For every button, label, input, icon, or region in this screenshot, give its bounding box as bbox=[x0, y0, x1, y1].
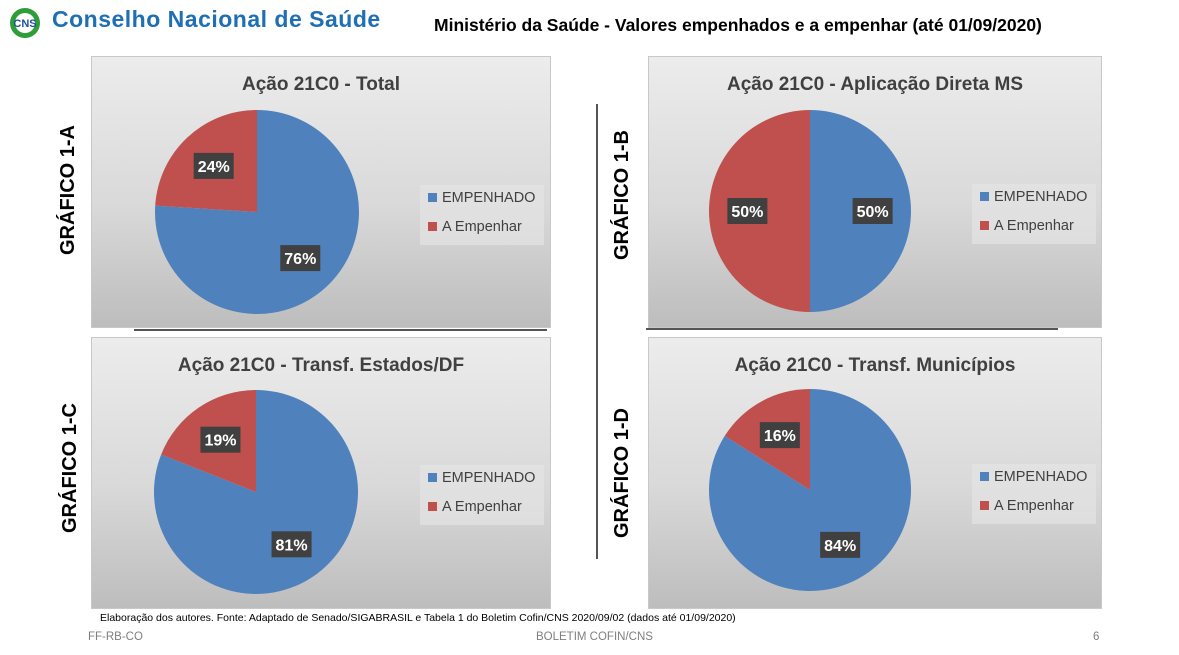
data-label: 76% bbox=[284, 251, 316, 268]
data-label-bg bbox=[193, 152, 234, 179]
data-label: 84% bbox=[824, 538, 856, 555]
legend-swatch bbox=[428, 473, 437, 482]
legend-swatch bbox=[980, 221, 989, 230]
page-number: 6 bbox=[1093, 631, 1100, 643]
data-label-bg bbox=[820, 531, 861, 558]
legend-label: A Empenhar bbox=[994, 218, 1074, 234]
side-label-1c: GRÁFICO 1-C bbox=[59, 403, 81, 533]
legend-swatch bbox=[428, 222, 437, 231]
chart-title: Ação 21C0 - Aplicação Direta MS bbox=[727, 74, 1023, 95]
data-label-bg bbox=[271, 531, 312, 558]
side-label-1b: GRÁFICO 1-B bbox=[611, 130, 633, 260]
legend-label: EMPENHADO bbox=[442, 470, 535, 486]
legend-swatch bbox=[428, 193, 437, 202]
divider-vertical bbox=[596, 104, 598, 559]
side-label-1a: GRÁFICO 1-A bbox=[57, 125, 79, 255]
data-label: 81% bbox=[276, 537, 308, 554]
legend-label: EMPENHADO bbox=[994, 189, 1087, 205]
legend-swatch bbox=[428, 502, 437, 511]
pie-chart-svg: Ação 21C0 - Transf. Municípios 84% 16% EMPE… bbox=[709, 355, 1096, 591]
data-label-bg bbox=[280, 245, 321, 272]
legend-swatch bbox=[980, 192, 989, 201]
legend-label: A Empenhar bbox=[994, 498, 1074, 514]
side-label-1d: GRÁFICO 1-D bbox=[611, 408, 633, 538]
pie-chart-svg: Ação 21C0 - Transf. Estados/DF 81% 19% EMPE… bbox=[153, 355, 544, 594]
data-label-bg bbox=[727, 198, 768, 224]
legend-label: A Empenhar bbox=[442, 499, 522, 515]
pie-chart-svg: Ação 21C0 - Total 76% 24% EMPENHADO A Empenh… bbox=[155, 74, 544, 314]
chart-panel-1b: Ação 21C0 - Aplicação Direta MS 50% 50% EMP… bbox=[648, 56, 1102, 328]
data-label: 50% bbox=[731, 204, 763, 221]
source-note: Elaboração dos autores. Fonte: Adaptado … bbox=[100, 612, 736, 624]
data-label: 50% bbox=[857, 204, 889, 221]
header: CNS Conselho Nacional de Saúde Ministéri… bbox=[0, 0, 1179, 44]
logo-text: CNS bbox=[13, 18, 36, 30]
legend-label: EMPENHADO bbox=[994, 469, 1087, 485]
divider-left bbox=[134, 329, 547, 331]
legend-swatch bbox=[980, 501, 989, 510]
legend-swatch bbox=[980, 472, 989, 481]
chart-panel-1a: Ação 21C0 - Total 76% 24% EMPENHADO A Empenh… bbox=[91, 56, 551, 328]
legend-box bbox=[972, 464, 1096, 524]
page-title: Ministério da Saúde - Valores empenhados… bbox=[434, 15, 1042, 35]
cns-logo: CNS bbox=[10, 8, 40, 38]
data-label: 24% bbox=[198, 159, 230, 176]
legend-box bbox=[420, 185, 544, 245]
footer-center: BOLETIM COFIN/CNS bbox=[536, 631, 653, 643]
legend-box bbox=[972, 184, 1096, 244]
divider-right bbox=[646, 328, 1058, 330]
chart-title: Ação 21C0 - Transf. Estados/DF bbox=[178, 355, 464, 376]
data-label: 16% bbox=[764, 428, 796, 445]
chart-title: Ação 21C0 - Total bbox=[242, 74, 400, 95]
footer-left: FF-RB-CO bbox=[88, 631, 143, 643]
data-label-bg bbox=[759, 422, 800, 449]
legend-label: A Empenhar bbox=[442, 219, 522, 235]
chart-title: Ação 21C0 - Transf. Municípios bbox=[735, 355, 1016, 376]
legend-box bbox=[420, 465, 544, 525]
chart-panel-1d: Ação 21C0 - Transf. Municípios 84% 16% EMPE… bbox=[648, 337, 1102, 609]
data-label-bg bbox=[200, 426, 241, 453]
legend-label: EMPENHADO bbox=[442, 190, 535, 206]
pie-chart-svg: Ação 21C0 - Aplicação Direta MS 50% 50% EMP… bbox=[709, 74, 1096, 312]
org-name: Conselho Nacional de Saúde bbox=[52, 6, 381, 32]
data-label-bg bbox=[852, 198, 893, 224]
data-label: 19% bbox=[204, 433, 236, 450]
chart-panel-1c: Ação 21C0 - Transf. Estados/DF 81% 19% EMPE… bbox=[91, 337, 551, 609]
